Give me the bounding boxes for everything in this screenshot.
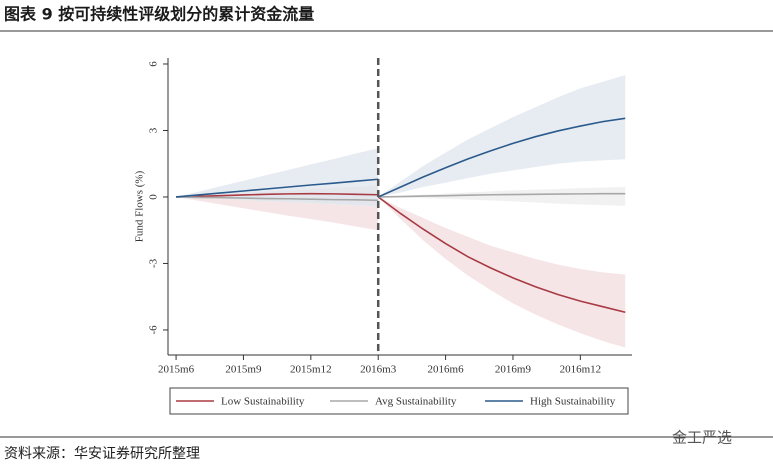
y-tick-label: 6 — [148, 61, 160, 67]
x-tick-label: 2015m9 — [225, 364, 262, 376]
series-line — [176, 192, 626, 202]
x-tick-label: 2016m9 — [495, 364, 532, 376]
x-tick-label: 2016m3 — [360, 364, 397, 376]
page-title: 图表 9 按可持续性评级划分的累计资金流量 — [4, 5, 314, 24]
series-line — [176, 192, 626, 313]
x-tick-label: 2016m12 — [560, 364, 602, 376]
y-axis-label: Fund Flows (%) — [134, 170, 146, 242]
x-tick-label: 2015m6 — [158, 364, 195, 376]
legend-box — [169, 387, 629, 415]
source-note: 资料来源：华安证券研究所整理 — [4, 446, 200, 462]
watermark: 金工严选 — [672, 429, 732, 447]
y-tick-label: 3 — [148, 127, 160, 133]
y-tick-label: -3 — [148, 258, 160, 268]
confidence-band — [378, 186, 626, 206]
series-line — [176, 117, 626, 198]
y-tick-label: 0 — [148, 194, 160, 200]
y-tick-label: -6 — [148, 325, 160, 335]
legend-label: Low Sustainability — [221, 396, 305, 408]
legend-label: Avg Sustainability — [375, 396, 457, 408]
x-tick-label: 2016m6 — [428, 364, 465, 376]
x-tick-label: 2015m12 — [290, 364, 332, 376]
confidence-band — [176, 148, 379, 206]
confidence-band — [378, 75, 626, 197]
legend-label: High Sustainability — [530, 396, 616, 408]
